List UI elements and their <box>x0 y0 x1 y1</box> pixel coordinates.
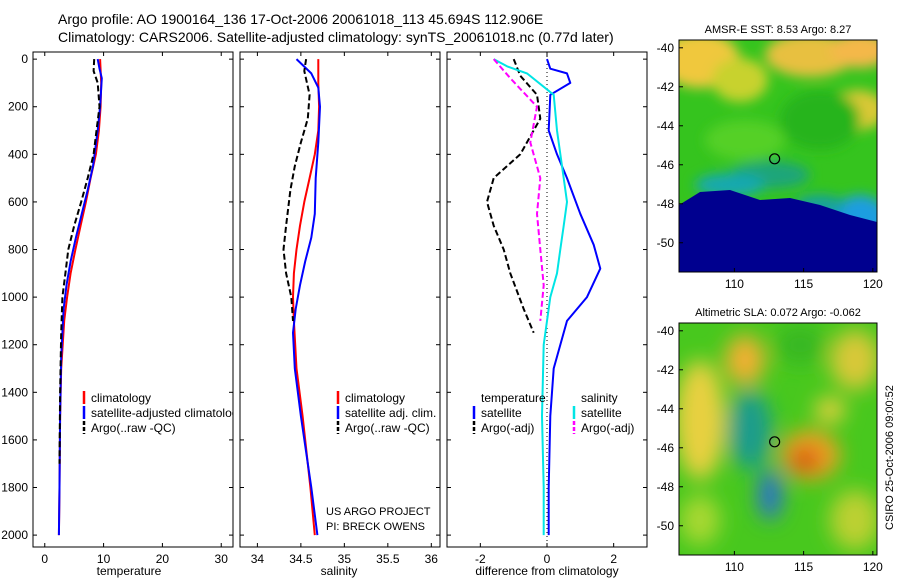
salinity-panel: 34 34.5 35 35.5 36 salinity US ARGO PROJECT … <box>239 51 441 578</box>
sla-map-title: Altimetric SLA: 0.072 Argo: -0.062 <box>695 307 861 319</box>
series-line-salinity-satellite <box>493 58 568 536</box>
legend-label-climatology: climatology <box>345 391 405 405</box>
map-x-tick-label: 115 <box>794 277 813 291</box>
y-tick-label: 1000 <box>1 290 28 304</box>
series-line-temperature-satellite <box>546 58 602 536</box>
x-tick-label: 30 <box>215 552 229 566</box>
x-tick-label: 35 <box>338 552 352 566</box>
salinity-axis-label: salinity <box>321 564 358 578</box>
x-tick-label: 2 <box>610 552 617 566</box>
map-y-tick-label: -50 <box>657 519 675 533</box>
timestamp-stamp: CSIRO 25-Oct-2006 09:00:52 <box>884 385 896 530</box>
temperature-axis-label: temperature <box>97 564 162 578</box>
map-y-tick-label: -40 <box>657 324 675 338</box>
y-tick-label: 600 <box>8 195 28 209</box>
temperature-legend: climatology satellite-adjusted climatolo… <box>82 391 244 435</box>
series-line-satellite-adjusted-climatology <box>57 58 103 536</box>
x-tick-label: 34.5 <box>289 552 313 566</box>
map-x-tick-label: 115 <box>794 560 813 574</box>
x-tick-label: 10 <box>97 552 111 566</box>
legend-heading-temperature: temperature <box>481 391 546 405</box>
x-tick-label: 0 <box>41 552 48 566</box>
series-line-argo-raw-qc- <box>58 59 101 464</box>
map-x-tick-label: 110 <box>725 277 744 291</box>
sst-map: AMSR-E SST: 8.53 Argo: 8.27 110 115 120 -40… <box>657 24 884 291</box>
series-line-temperature-argo-adj- <box>486 58 542 334</box>
salinity-legend: climatology satellite adj. clim. Argo(..… <box>336 391 436 435</box>
x-tick-label: 34 <box>251 552 265 566</box>
x-tick-label: 0 <box>544 552 551 566</box>
y-tick-label: 400 <box>8 147 28 161</box>
difference-legend: temperature satellite Argo(-adj) salinit… <box>472 391 634 435</box>
difference-axis-label: difference from climatology <box>475 564 618 578</box>
map-y-tick-label: -46 <box>657 441 675 455</box>
map-y-tick-label: -44 <box>657 119 675 133</box>
legend-label-satellite: satellite adj. clim. <box>345 406 436 420</box>
sst-map-title: AMSR-E SST: 8.53 Argo: 8.27 <box>705 24 852 36</box>
y-tick-label: 1400 <box>1 385 28 399</box>
temperature-panel: 0 10 20 30 0 200 400 600 800 1000 1200 1400 1600 1800… <box>1 51 234 578</box>
legend-label-temp-satellite: satellite <box>481 406 522 420</box>
legend-label-temp-argo: Argo(-adj) <box>481 421 534 435</box>
header-line-1: Argo profile: AO 1900164_136 17-Oct-2006… <box>58 11 543 27</box>
x-tick-label: -2 <box>475 552 486 566</box>
series-line-salinity-argo-adj- <box>492 58 545 321</box>
map-y-tick-label: -46 <box>657 158 675 172</box>
legend-label-argo: Argo(..raw -QC) <box>345 421 430 435</box>
map-x-tick-label: 120 <box>863 560 883 574</box>
legend-heading-salinity: salinity <box>581 391 618 405</box>
map-x-tick-label: 120 <box>863 277 883 291</box>
legend-label-argo: Argo(..raw -QC) <box>91 421 176 435</box>
credit-project: US ARGO PROJECT <box>326 506 431 518</box>
sla-map: Altimetric SLA: 0.072 Argo: -0.062 110 11… <box>657 307 884 574</box>
map-y-tick-label: -42 <box>657 80 675 94</box>
map-y-tick-label: -44 <box>657 402 675 416</box>
legend-label-sal-satellite: satellite <box>581 406 622 420</box>
y-tick-label: 800 <box>8 243 28 257</box>
y-tick-label: 0 <box>21 52 28 66</box>
x-tick-label: 20 <box>156 552 170 566</box>
legend-label-sal-argo: Argo(-adj) <box>581 421 634 435</box>
map-y-tick-label: -50 <box>657 236 675 250</box>
argo-position-marker <box>769 153 781 165</box>
map-x-tick-label: 110 <box>725 560 744 574</box>
x-tick-label: 35.5 <box>376 552 400 566</box>
y-tick-label: 1800 <box>1 481 28 495</box>
y-tick-label: 1200 <box>1 338 28 352</box>
header-line-2: Climatology: CARS2006. Satellite-adjuste… <box>58 29 614 45</box>
y-tick-label: 1600 <box>1 433 28 447</box>
credit-pi: PI: BRECK OWENS <box>326 521 425 533</box>
x-tick-label: 36 <box>425 552 439 566</box>
map-y-tick-label: -40 <box>657 41 675 55</box>
argo-position-marker <box>769 436 781 448</box>
map-y-tick-label: -48 <box>657 197 675 211</box>
legend-label-satellite: satellite-adjusted climatology <box>91 406 244 420</box>
map-y-tick-label: -48 <box>657 480 675 494</box>
difference-panel: -2 0 2 difference from climatology <box>446 51 648 578</box>
y-tick-label: 2000 <box>1 528 28 542</box>
y-tick-label: 200 <box>8 100 28 114</box>
series-line-satellite-adj-clim- <box>292 58 321 536</box>
series-line-argo-raw-qc- <box>282 58 311 321</box>
map-y-tick-label: -42 <box>657 363 675 377</box>
legend-label-climatology: climatology <box>91 391 151 405</box>
